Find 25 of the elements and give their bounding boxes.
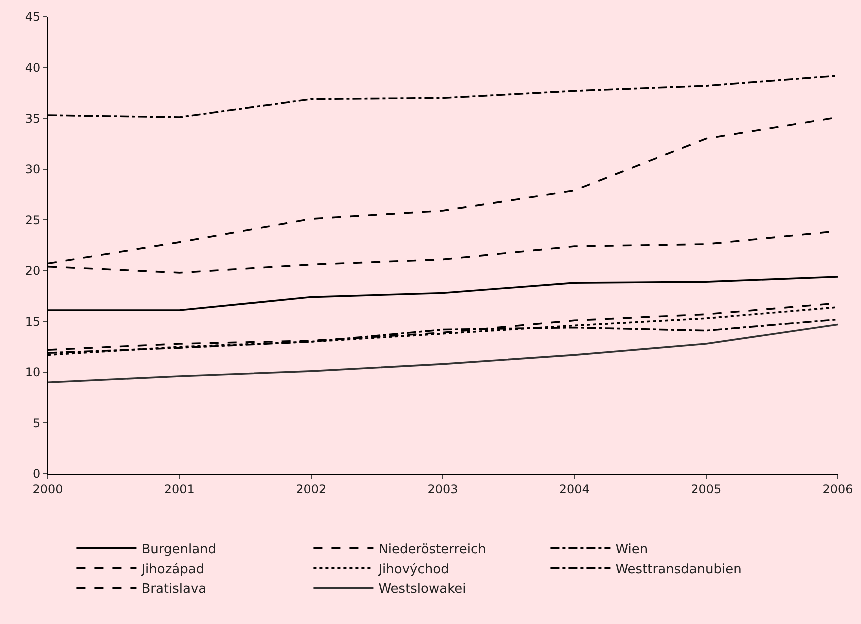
legend-label: Burgenland: [142, 542, 217, 558]
legend-label: Westslowakei: [378, 582, 466, 598]
y-tick-label: 10: [25, 366, 41, 380]
x-tick-label: 2003: [428, 482, 458, 496]
legend-label: Wien: [616, 542, 648, 558]
y-tick-label: 30: [25, 162, 41, 177]
legend-label: Westtransdanubien: [616, 562, 742, 578]
legend-label: Niederösterreich: [378, 542, 486, 558]
legend-label: Bratislava: [142, 582, 207, 598]
y-tick-label: 25: [25, 213, 41, 228]
legend-label: Jihozápad: [140, 562, 205, 578]
y-tick-label: 40: [25, 60, 41, 75]
x-tick-label: 2004: [559, 482, 590, 496]
x-tick-label: 2006: [822, 482, 854, 496]
y-tick-label: 5: [32, 416, 41, 430]
y-tick-label: 0: [32, 467, 41, 482]
y-tick-label: 20: [25, 264, 41, 278]
y-tick-label: 35: [25, 112, 41, 126]
x-tick-label: 2002: [296, 482, 327, 496]
x-tick-label: 2005: [691, 482, 722, 496]
x-tick-label: 2000: [32, 482, 64, 496]
legend-label: Jihovýchod: [378, 562, 450, 578]
y-tick-label: 45: [25, 10, 41, 24]
x-tick-label: 2001: [164, 482, 195, 496]
y-tick-label: 15: [25, 314, 41, 329]
